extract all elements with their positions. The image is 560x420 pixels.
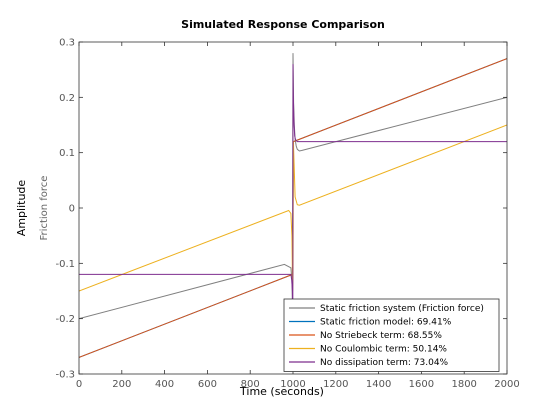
legend-label: No Striebeck term: 68.55% <box>320 331 442 341</box>
x-tick-label: 400 <box>155 379 174 390</box>
x-tick-label: 1000 <box>280 379 305 390</box>
y-tick-label: 0.1 <box>59 148 75 159</box>
x-axis-label: Time (seconds) <box>239 385 324 398</box>
x-tick-label: 1800 <box>451 379 476 390</box>
x-tick-label: 800 <box>241 379 260 390</box>
friction-force-label: Friction force <box>39 176 50 241</box>
x-tick-label: 2000 <box>494 379 519 390</box>
y-tick-label: -0.1 <box>55 259 75 270</box>
legend-label: No dissipation term: 73.04% <box>320 358 449 368</box>
legend-box <box>283 298 500 372</box>
chart-title: Simulated Response Comparison <box>181 18 385 31</box>
x-tick-label: 0 <box>76 379 82 390</box>
legend-label: Static friction model: 69.41% <box>320 318 452 328</box>
x-tick-label: 200 <box>112 379 131 390</box>
x-tick-label: 1200 <box>323 379 348 390</box>
y-tick-label: 0.3 <box>59 38 75 49</box>
y-tick-label: 0.2 <box>59 93 75 104</box>
legend-label: No Coulombic term: 50.14% <box>320 345 447 355</box>
y-tick-label: -0.2 <box>55 314 75 325</box>
x-tick-label: 1600 <box>409 379 434 390</box>
x-tick-label: 600 <box>198 379 217 390</box>
plot-area: 0 200 400 600 800 1000 1200 1400 1600 1800 2000 -0.… <box>55 38 519 391</box>
y-tick-label: -0.3 <box>55 370 75 381</box>
legend-label: Static friction system (Friction force) <box>320 304 484 314</box>
series-line-4 <box>79 64 507 347</box>
series-group <box>79 53 507 358</box>
y-axis-label: Amplitude <box>15 180 28 237</box>
x-tick-label: 1400 <box>366 379 391 390</box>
y-tick-label: 0 <box>69 204 75 215</box>
